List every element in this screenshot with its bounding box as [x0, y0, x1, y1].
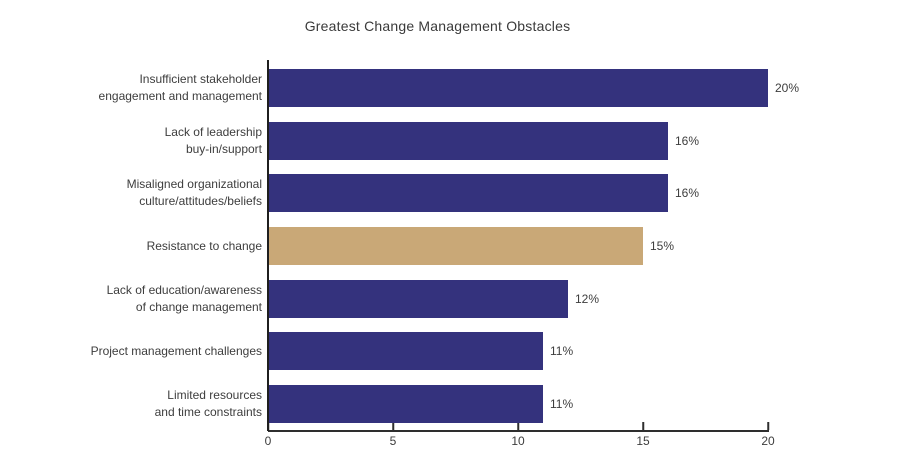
y-axis-line [267, 60, 269, 431]
bar-row: Limited resources and time constraints 11… [0, 377, 897, 430]
chart-title: Greatest Change Management Obstacles [304, 18, 571, 34]
bar-track: 12% [268, 272, 768, 325]
x-tick-mark [767, 422, 769, 430]
x-tick-label: 5 [389, 434, 397, 448]
x-tick-label: 0 [264, 434, 272, 448]
x-axis-line [268, 430, 769, 432]
value-label: 15% [650, 239, 675, 254]
category-label: Lack of education/awareness of change ma… [106, 282, 262, 314]
bar-row: Resistance to change 15% [0, 220, 897, 273]
bar-track: 11% [268, 325, 768, 378]
bar-row: Project management challenges 11% [0, 325, 897, 378]
bar [268, 121, 668, 160]
category-label: Lack of leadership buy-in/support [164, 124, 262, 156]
bar-rows: Insufficient stakeholder engagement and … [0, 62, 897, 430]
bar [268, 69, 768, 108]
value-label: 11% [550, 344, 574, 359]
bar-row: Lack of leadership buy-in/support 16% [0, 115, 897, 168]
bar-track: 11% [268, 377, 768, 430]
x-tick-label: 10 [511, 434, 525, 448]
bar [268, 332, 543, 371]
x-tick-label: 20 [761, 434, 775, 448]
category-label: Limited resources and time constraints [154, 387, 262, 419]
bar [268, 227, 643, 266]
bar-track: 20% [268, 62, 799, 115]
bar-track: 16% [268, 167, 768, 220]
category-label: Insufficient stakeholder engagement and … [98, 72, 262, 104]
x-tick-mark [517, 422, 519, 430]
bar-row: Lack of education/awareness of change ma… [0, 272, 897, 325]
x-tick-mark [392, 422, 394, 430]
bar-row: Insufficient stakeholder engagement and … [0, 62, 897, 115]
bar-track: 15% [268, 220, 768, 273]
value-label: 16% [675, 133, 700, 148]
bar [268, 279, 568, 318]
value-label: 16% [675, 186, 700, 201]
x-tick-mark [642, 422, 644, 430]
value-label: 20% [775, 81, 800, 96]
category-label: Resistance to change [146, 238, 262, 253]
value-label: 11% [550, 396, 574, 411]
bar-track: 16% [268, 115, 768, 168]
bar [268, 174, 668, 213]
category-label: Misaligned organizational culture/attitu… [126, 177, 262, 209]
x-tick-label: 15 [636, 434, 650, 448]
value-label: 12% [575, 291, 600, 306]
category-label: Project management challenges [90, 343, 262, 358]
bar-row: Misaligned organizational culture/attitu… [0, 167, 897, 220]
bar [268, 384, 543, 423]
